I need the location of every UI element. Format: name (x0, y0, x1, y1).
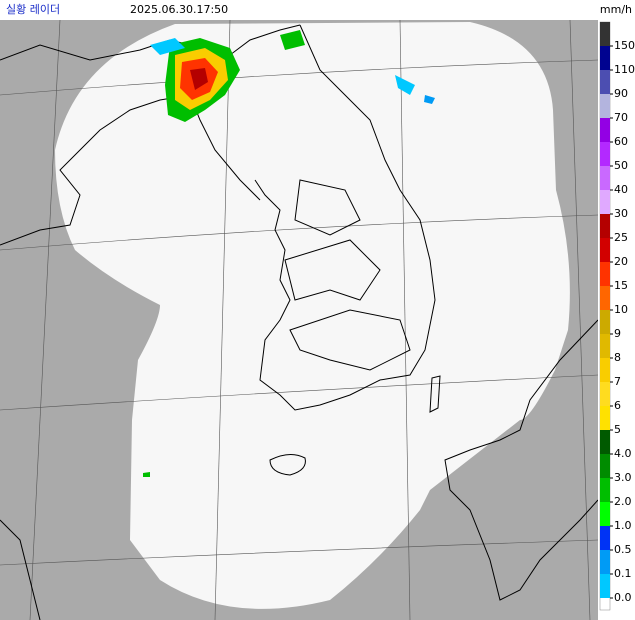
legend-swatch (600, 382, 610, 406)
radar-coverage (55, 22, 570, 609)
legend-swatch (600, 214, 610, 238)
legend-label: 30 (614, 207, 628, 220)
legend-label: 6 (614, 399, 621, 412)
legend-swatch (600, 406, 610, 430)
legend-swatch (600, 454, 610, 478)
legend-label: 70 (614, 111, 628, 124)
legend-swatch (600, 310, 610, 334)
legend-label: 5 (614, 423, 621, 436)
unit: mm/h (600, 3, 632, 16)
legend-swatch (600, 358, 610, 382)
legend-swatch (600, 430, 610, 454)
legend-swatch (600, 574, 610, 598)
legend-label: 7 (614, 375, 621, 388)
legend-swatch (600, 70, 610, 94)
legend-label: 2.0 (614, 495, 632, 508)
legend-label: 10 (614, 303, 628, 316)
legend-swatch (600, 190, 610, 214)
legend-label: 20 (614, 255, 628, 268)
legend-swatch (600, 478, 610, 502)
radar-echoes (143, 30, 435, 477)
legend-label: 1.0 (614, 519, 632, 532)
legend-swatch (600, 94, 610, 118)
legend-swatch (600, 118, 610, 142)
legend-label: 150 (614, 39, 635, 52)
legend-swatch (600, 502, 610, 526)
legend: 150 110 90 70 60 50 40 30 25 20 15 10 9 8 7 6 5 4.0 3.0 2.0… (600, 22, 635, 604)
legend-label: 0.5 (614, 543, 632, 556)
legend-swatch (600, 550, 610, 574)
legend-label: 110 (614, 63, 635, 76)
legend-swatch (600, 46, 610, 70)
map (0, 19, 599, 620)
legend-swatch (600, 526, 610, 550)
legend-label: 90 (614, 87, 628, 100)
header-bar (0, 0, 635, 20)
legend-label: 40 (614, 183, 628, 196)
legend-swatch (600, 142, 610, 166)
legend-label: 0.0 (614, 591, 632, 604)
legend-label: 3.0 (614, 471, 632, 484)
legend-label: 60 (614, 135, 628, 148)
legend-label: 25 (614, 231, 628, 244)
legend-label: 15 (614, 279, 628, 292)
legend-label: 4.0 (614, 447, 632, 460)
legend-label: 50 (614, 159, 628, 172)
lat-lon-grid (0, 19, 599, 620)
legend-swatch (600, 286, 610, 310)
legend-swatch (600, 166, 610, 190)
legend-swatch (600, 334, 610, 358)
legend-swatch (600, 238, 610, 262)
legend-label: 9 (614, 327, 621, 340)
legend-label: 0.1 (614, 567, 632, 580)
legend-swatch (600, 22, 610, 46)
legend-swatch (600, 262, 610, 286)
title: 실황 레이더 (6, 3, 60, 16)
timestamp: 2025.06.30.17:50 (130, 3, 228, 16)
legend-label: 8 (614, 351, 621, 364)
